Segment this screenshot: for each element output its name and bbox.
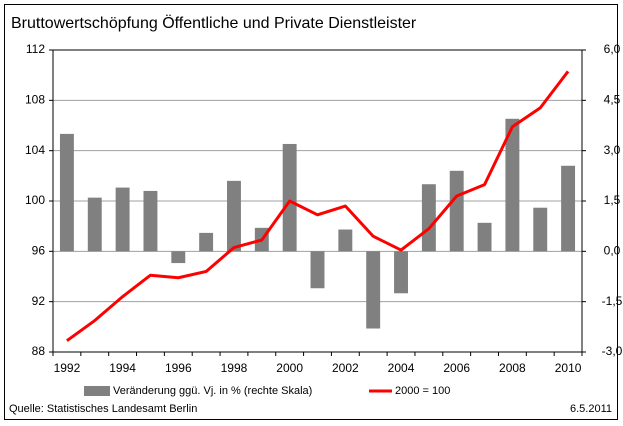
- x-tick-label: 1998: [221, 361, 248, 375]
- bar: [477, 222, 492, 252]
- bar: [505, 118, 520, 252]
- y2-tick-label: 3,0: [604, 143, 621, 157]
- bar: [59, 133, 74, 252]
- y2-tick-label: -3,0: [602, 344, 623, 358]
- x-tick-label: 2000: [276, 361, 303, 375]
- bar: [394, 251, 408, 294]
- bar: [282, 143, 297, 252]
- bar: [227, 180, 241, 252]
- bar: [421, 184, 436, 252]
- y2-tick-label: 4,5: [604, 93, 621, 107]
- bar: [533, 207, 548, 252]
- y-tick-label: 104: [25, 143, 45, 157]
- y-tick-label: 96: [32, 244, 46, 258]
- bar: [87, 197, 102, 252]
- legend-swatch: [84, 386, 110, 396]
- bar: [449, 170, 464, 252]
- x-tick-label: 2002: [332, 361, 359, 375]
- bar: [171, 251, 186, 264]
- y-tick-label: 100: [25, 193, 45, 207]
- bar: [115, 187, 130, 252]
- y2-tick-label: -1,5: [602, 294, 623, 308]
- x-tick-label: 1996: [165, 361, 192, 375]
- line: [66, 70, 570, 342]
- bar: [143, 190, 158, 252]
- y-tick-label: 112: [26, 42, 45, 56]
- legend-label: Veränderung ggü. Vj. in % (rechte Skala): [113, 385, 312, 397]
- bar: [561, 165, 576, 252]
- y2-tick-label: 1,5: [604, 193, 621, 207]
- date: 6.5.2011: [570, 403, 612, 415]
- y-tick-label: 88: [32, 344, 46, 358]
- x-tick-label: 2004: [388, 361, 415, 375]
- bar: [366, 251, 381, 329]
- y-tick-label: 92: [32, 294, 46, 308]
- y2-tick-label: 0,0: [604, 244, 621, 258]
- legend-label: 2000 = 100: [395, 385, 450, 397]
- chart-title: Bruttowertschöpfung Öffentliche und Priv…: [11, 14, 417, 32]
- y2-tick-label: 6,0: [604, 42, 621, 56]
- bar: [310, 251, 325, 289]
- x-tick-label: 2008: [499, 361, 526, 375]
- x-tick-label: 1994: [109, 361, 136, 375]
- y-tick-label: 108: [25, 93, 45, 107]
- bar: [199, 232, 214, 252]
- x-tick-label: 1992: [54, 361, 81, 375]
- bar: [338, 229, 353, 252]
- source: Quelle: Statistisches Landesamt Berlin: [9, 403, 197, 415]
- x-tick-label: 2010: [555, 361, 582, 375]
- x-tick-label: 2006: [443, 361, 470, 375]
- plot-border: [52, 49, 583, 353]
